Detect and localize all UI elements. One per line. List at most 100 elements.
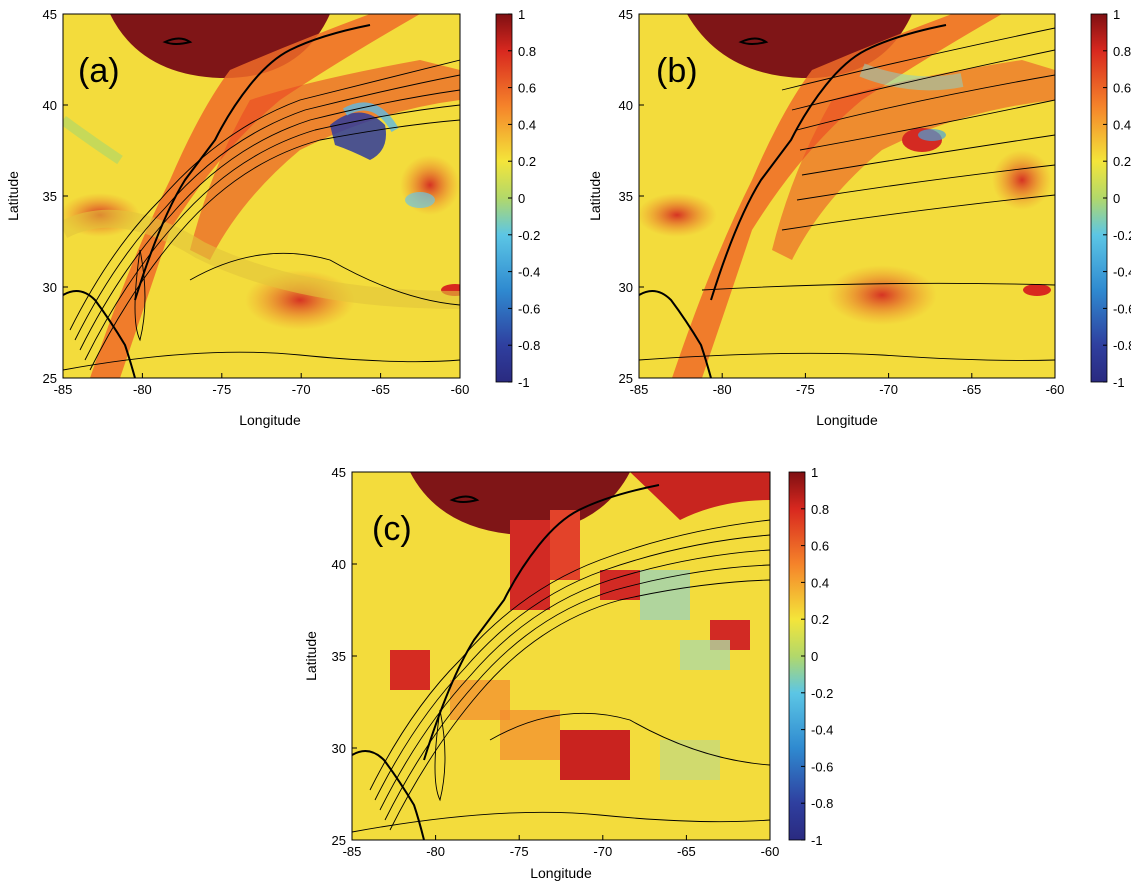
ylabel-c: Latitude	[303, 631, 319, 681]
colorbar-ticks-c: 1 0.8 0.6 0.4 0.2 0 -0.2 -0.4 -0.6 -0.8 -1	[801, 465, 833, 848]
y-tick-label: 25	[332, 833, 346, 848]
yticks-a: 45 40 35 30 25	[43, 7, 68, 386]
map-c-field	[352, 472, 770, 840]
colorbar-tick-label: -0.2	[518, 228, 540, 243]
colorbar-tick-label: 0.4	[1113, 117, 1131, 132]
colorbar-tick-label: -0.4	[811, 723, 833, 738]
panel-c: (c) Longitude Latitude -85 -80 -75 -70 -65 -6…	[300, 460, 860, 882]
map-b-field	[639, 14, 1055, 378]
x-tick-label: -85	[630, 382, 649, 397]
colorbar-ticks-a: 1 0.8 0.6 0.4 0.2 0 -0.2 -0.4 -0.6 -0.8 -1	[508, 7, 540, 390]
coast-atlantic-c	[423, 484, 660, 761]
colorbar-tick-label: 0.6	[1113, 81, 1131, 96]
colorbar-tick-label: -1	[1113, 375, 1125, 390]
xlabel-b: Longitude	[816, 412, 878, 428]
yticks-c: 45 40 35 30 25	[332, 465, 357, 848]
x-tick-label: -75	[796, 382, 815, 397]
x-tick-label: -80	[713, 382, 732, 397]
x-tick-label: -60	[761, 844, 780, 859]
panel-label-a: (a)	[78, 52, 120, 90]
colorbar-tick-label: -0.4	[1113, 265, 1131, 280]
colorbar-tick-label: 0.6	[518, 81, 536, 96]
xlabel-c: Longitude	[530, 865, 592, 881]
colorbar-tick-label: -0.2	[1113, 228, 1131, 243]
panel-b: (b) Longitude Latitude -85 -80 -75 -70 -65 -6…	[582, 0, 1131, 430]
lake-c	[449, 495, 480, 503]
coast-florida-b	[639, 290, 712, 378]
colorbar-tick-label: 0	[1113, 191, 1120, 206]
x-tick-label: -85	[343, 844, 362, 859]
colorbar-tick-label: 0.2	[811, 612, 829, 627]
y-tick-label: 45	[43, 7, 57, 22]
y-tick-label: 40	[43, 98, 57, 113]
y-tick-label: 30	[332, 741, 346, 756]
x-tick-label: -85	[54, 382, 73, 397]
colorbar-tick-label: 0.4	[811, 575, 829, 590]
x-tick-label: -75	[510, 844, 529, 859]
y-tick-label: 35	[619, 189, 633, 204]
coast-florida-c	[352, 750, 425, 840]
colorbar-tick-label: -1	[811, 833, 823, 848]
panel-label-c: (c)	[372, 510, 412, 548]
y-tick-label: 45	[332, 465, 346, 480]
colorbar-tick-label: 0.8	[518, 44, 536, 59]
y-tick-label: 30	[619, 280, 633, 295]
colorbar-tick-label: -0.8	[1113, 338, 1131, 353]
coast-florida-a	[63, 290, 136, 378]
contours-a	[63, 59, 460, 371]
xticks-b: -85 -80 -75 -70 -65 -60	[630, 373, 1065, 397]
x-tick-label: -70	[292, 382, 311, 397]
panel-a: (a) Longitude Latitude -85 -80 -75 -70 -65 -6…	[0, 0, 565, 430]
colorbar-tick-label: -0.8	[518, 338, 540, 353]
colorbar-tick-label: 0.4	[518, 117, 536, 132]
colorbar-tick-label: 1	[1113, 7, 1120, 22]
map-a-field	[63, 14, 460, 378]
x-tick-label: -70	[879, 382, 898, 397]
map-c-svg: (c) Longitude Latitude -85 -80 -75 -70 -65 -6…	[303, 465, 833, 881]
contours-c	[352, 519, 770, 833]
contours-b	[639, 27, 1055, 361]
colorbar-tick-label: -0.6	[1113, 301, 1131, 316]
x-tick-label: -70	[593, 844, 612, 859]
ylabel-a: Latitude	[5, 171, 21, 221]
colorbar-tick-label: -0.4	[518, 265, 540, 280]
y-tick-label: 45	[619, 7, 633, 22]
colorbar-tick-label: 0	[518, 191, 525, 206]
colorbar-tick-label: -0.6	[518, 301, 540, 316]
y-tick-label: 25	[619, 371, 633, 386]
x-tick-label: -60	[451, 382, 470, 397]
yticks-b: 45 40 35 30 25	[619, 7, 644, 386]
y-tick-label: 35	[43, 189, 57, 204]
colorbar-tick-label: 0	[811, 649, 818, 664]
xlabel-a: Longitude	[239, 412, 301, 428]
colorbar-tick-label: -0.6	[811, 759, 833, 774]
y-tick-label: 40	[619, 98, 633, 113]
coast-atlantic-a	[134, 24, 371, 301]
y-tick-label: 25	[43, 371, 57, 386]
lake-a	[162, 37, 193, 45]
ylabel-b: Latitude	[587, 171, 603, 221]
x-tick-label: -60	[1046, 382, 1065, 397]
colorbar-tick-label: -0.2	[811, 686, 833, 701]
coast-atlantic-b	[710, 24, 947, 301]
colorbar-tick-label: 0.8	[811, 502, 829, 517]
colorbar-tick-label: 1	[811, 465, 818, 480]
x-tick-label: -65	[677, 844, 696, 859]
x-tick-label: -75	[212, 382, 231, 397]
x-tick-label: -65	[962, 382, 981, 397]
y-tick-label: 40	[332, 557, 346, 572]
x-tick-label: -80	[133, 382, 152, 397]
x-tick-label: -65	[371, 382, 390, 397]
x-tick-label: -80	[426, 844, 445, 859]
map-b-svg: (b) Longitude Latitude -85 -80 -75 -70 -65 -6…	[587, 7, 1131, 428]
map-a-svg: (a) Longitude Latitude -85 -80 -75 -70 -65 -6…	[5, 7, 540, 428]
xticks-c: -85 -80 -75 -70 -65 -60	[343, 835, 780, 859]
panel-label-b: (b)	[656, 52, 698, 90]
colorbar-tick-label: -1	[518, 375, 530, 390]
colorbar-ticks-b: 1 0.8 0.6 0.4 0.2 0 -0.2 -0.4 -0.6 -0.8 -1	[1103, 7, 1131, 390]
xticks-a: -85 -80 -75 -70 -65 -60	[54, 373, 470, 397]
lake-b	[738, 37, 769, 45]
colorbar-tick-label: 1	[518, 7, 525, 22]
colorbar-tick-label: 0.8	[1113, 44, 1131, 59]
colorbar-tick-label: 0.2	[1113, 154, 1131, 169]
